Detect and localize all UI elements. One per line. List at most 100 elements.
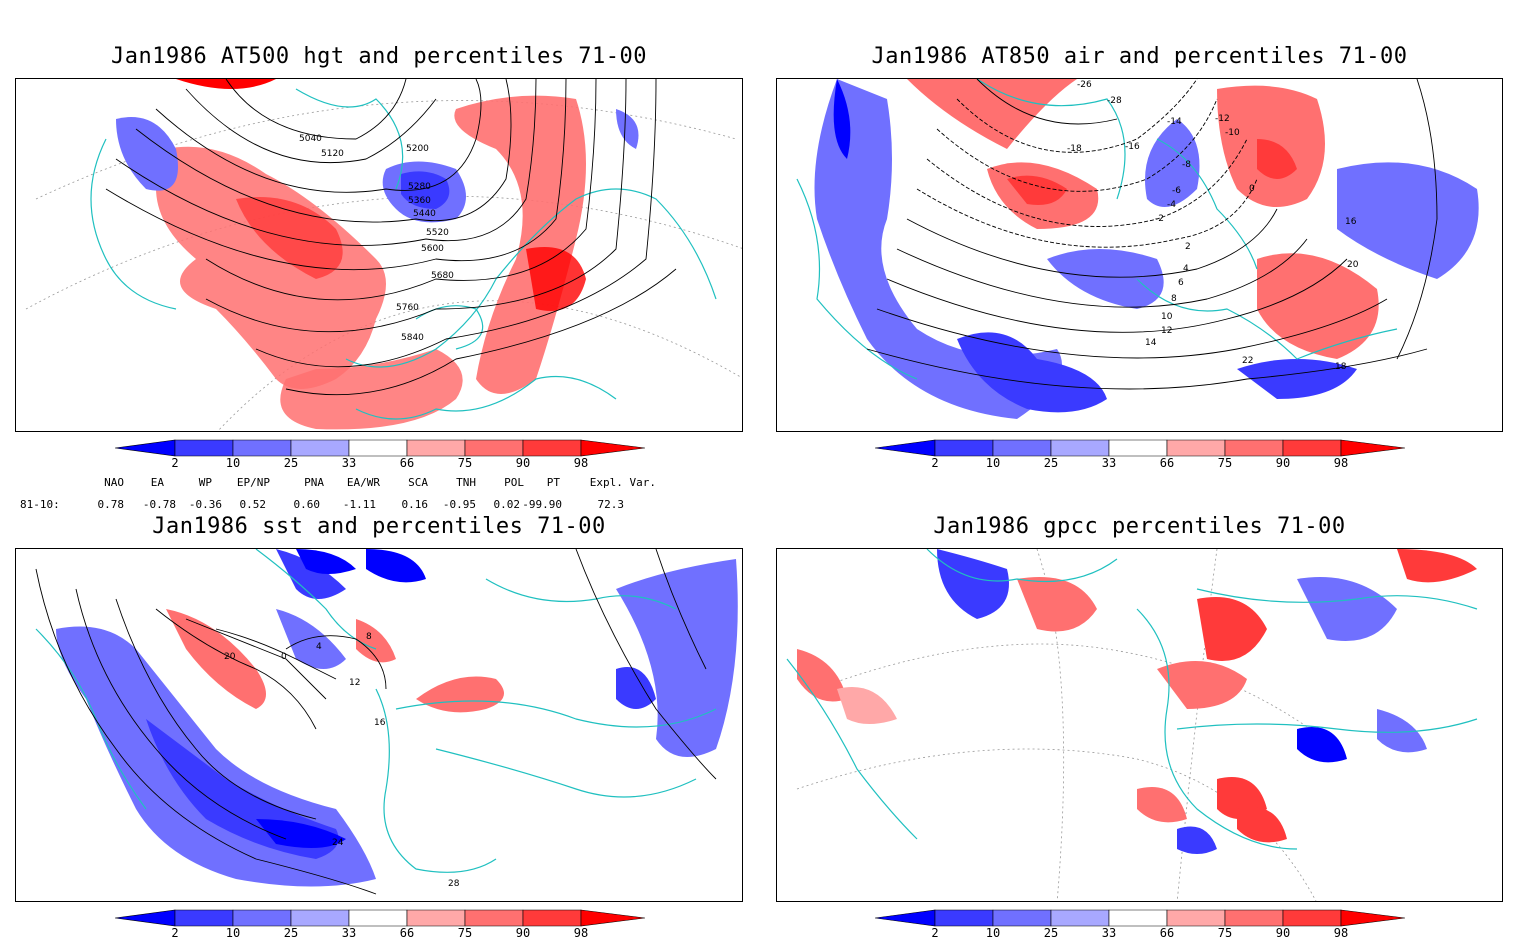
panel-title-hgt500: Jan1986 AT500 hgt and percentiles 71-00 — [110, 44, 648, 69]
colorbar-tick-label: 10 — [985, 456, 1001, 470]
map-panel-gpcc — [776, 548, 1503, 902]
contour-label: 20 — [224, 652, 236, 662]
colorbar-bin — [874, 439, 936, 457]
panel-title-gpcc: Jan1986 gpcc percentiles 71-00 — [933, 514, 1346, 539]
contour-label: 4 — [316, 642, 322, 652]
colorbar-tick-label: 90 — [515, 926, 531, 940]
colorbar-tick-label: 33 — [1101, 456, 1117, 470]
contour-label: 20 — [1347, 260, 1359, 270]
colorbar-bin — [174, 439, 234, 457]
index-name: WP — [198, 476, 212, 489]
contour-labels-sst: 0 4 8 12 16 20 24 28 — [224, 632, 460, 889]
colorbar-tick-label: 10 — [225, 456, 241, 470]
colorbar-bin — [1224, 909, 1284, 927]
contour-label: 5680 — [431, 271, 454, 281]
panel-title-air850: Jan1986 AT850 air and percentiles 71-00 — [871, 44, 1408, 69]
index-value: 0.60 — [293, 498, 321, 511]
colorbar-bin — [114, 909, 176, 927]
panel-title-sst: Jan1986 sst and percentiles 71-00 — [152, 514, 606, 539]
contour-label: 4 — [1183, 264, 1189, 274]
index-name: NAO — [104, 476, 124, 489]
colorbar-bin — [348, 439, 408, 457]
colorbar-tick-label: 25 — [283, 926, 299, 940]
index-name: POL — [504, 476, 524, 489]
colorbar-tick-label: 33 — [1101, 926, 1117, 940]
colorbar-tick-label: 2 — [931, 456, 939, 470]
index-row-label: 81-10: — [20, 498, 60, 511]
colorbar-bin — [406, 909, 466, 927]
contour-label: 5120 — [321, 149, 344, 159]
colorbar-bin — [1340, 439, 1406, 457]
contour-label: -12 — [1215, 114, 1230, 124]
contour-label: 16 — [374, 718, 386, 728]
index-value: -0.78 — [142, 498, 176, 511]
colorbar-bin — [992, 439, 1052, 457]
colorbar-bin — [1050, 439, 1110, 457]
contour-label: -6 — [1172, 186, 1181, 196]
contour-label: -4 — [1167, 200, 1176, 210]
colorbar-tick-label: 66 — [399, 926, 415, 940]
colorbar-tick-label: 90 — [515, 456, 531, 470]
index-value: 0.02 — [493, 498, 521, 511]
contour-label: -10 — [1225, 128, 1240, 138]
contour-label: 28 — [448, 879, 460, 889]
colorbar-bin — [406, 439, 466, 457]
colorbar-bin — [580, 909, 646, 927]
colorbar-bin — [1108, 439, 1168, 457]
contour-label: 6 — [1178, 278, 1184, 288]
contour-label: 5040 — [299, 134, 322, 144]
colorbar-tick-label: 33 — [341, 926, 357, 940]
colorbar-bin — [1224, 439, 1284, 457]
colorbar-top-right: 2 10 25 33 66 75 90 98 — [874, 438, 1406, 478]
colorbar-tick-label: 10 — [985, 926, 1001, 940]
colorbar-tick-label: 75 — [1217, 926, 1233, 940]
index-value: -1.11 — [342, 498, 376, 511]
colorbar-tick-label: 2 — [171, 456, 179, 470]
colorbar-bin — [1166, 439, 1226, 457]
index-name: EA/WR — [346, 476, 380, 489]
index-name: TNH — [456, 476, 476, 489]
contour-label: 16 — [1345, 217, 1357, 227]
colorbar-tick-label: 25 — [1043, 926, 1059, 940]
colorbar-tick-label: 98 — [1333, 926, 1349, 940]
contour-label: -8 — [1182, 160, 1191, 170]
colorbar-tick-label: 75 — [457, 456, 473, 470]
contour-label: -18 — [1067, 144, 1082, 154]
contour-label: 5840 — [401, 333, 424, 343]
colorbar-bin — [1282, 439, 1342, 457]
colorbar-swatches — [114, 439, 646, 457]
colorbar-top-left: 2 10 25 33 66 75 90 98 — [114, 438, 646, 478]
contour-label: 14 — [1145, 338, 1157, 348]
index-value: -0.36 — [188, 498, 222, 511]
index-name: PNA — [304, 476, 324, 489]
colorbar-tick-label: 90 — [1275, 456, 1291, 470]
colorbar-bin — [874, 909, 936, 927]
colorbar-bin — [1050, 909, 1110, 927]
colorbar-tick-label: 75 — [457, 926, 473, 940]
contour-label: -28 — [1107, 96, 1122, 106]
contour-label: 5200 — [406, 144, 429, 154]
colorbar-bin — [1340, 909, 1406, 927]
index-name: PT — [546, 476, 560, 489]
anomaly-shading — [56, 549, 738, 887]
contour-label: 8 — [366, 632, 372, 642]
colorbar-tick-label: 66 — [1159, 456, 1175, 470]
map-panel-hgt500: 5040 5120 5200 5280 5360 5440 5520 5600 … — [15, 78, 743, 432]
colorbar-swatches — [114, 909, 646, 927]
precip-shading — [797, 549, 1477, 854]
colorbar-bin — [464, 439, 524, 457]
colorbar-bin — [522, 439, 582, 457]
map-panel-air850: -26 -28 -18 -16 -12 -10 -14 -8 -6 -4 -2 … — [776, 78, 1503, 432]
index-value: 72.3 — [597, 498, 625, 511]
colorbar-bin — [348, 909, 408, 927]
contour-label: 10 — [1161, 312, 1173, 322]
colorbar-bin — [232, 439, 292, 457]
index-value: 0.52 — [239, 498, 267, 511]
colorbar-bin — [464, 909, 524, 927]
contour-label: -26 — [1077, 80, 1092, 90]
contour-label: 24 — [332, 838, 344, 848]
colorbar-tick-label: 25 — [283, 456, 299, 470]
contour-label: 5600 — [421, 244, 444, 254]
contour-label: -2 — [1155, 214, 1164, 224]
colorbar-tick-label: 90 — [1275, 926, 1291, 940]
